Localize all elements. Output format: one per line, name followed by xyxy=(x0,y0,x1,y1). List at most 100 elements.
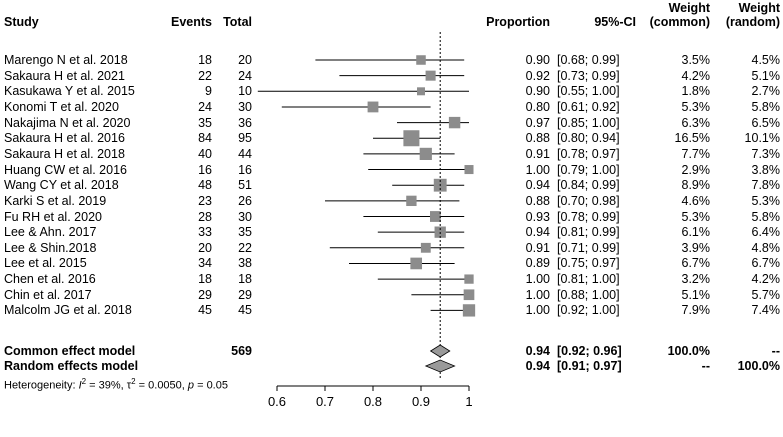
study-total: 20 xyxy=(238,53,252,67)
weight-box xyxy=(410,257,423,270)
summary-diamond-common xyxy=(429,344,451,358)
header-events: Events xyxy=(171,15,212,29)
weight-box xyxy=(419,147,432,160)
study-proportion: 1.00 xyxy=(525,303,550,318)
study-name: Huang CW et al. 2016 xyxy=(4,162,127,177)
study-weight-common: 8.9% xyxy=(681,178,711,193)
study-name: Konomi T et al. 2020 xyxy=(4,99,119,114)
study-name: Fu RH et al. 2020 xyxy=(4,209,102,224)
weight-box xyxy=(448,116,461,129)
p-value: = 0.05 xyxy=(194,379,228,392)
study-ci: [0.81; 1.00] xyxy=(557,272,620,287)
study-ci: [0.79; 1.00] xyxy=(557,162,620,177)
x-tick-label: 0.9 xyxy=(412,394,430,409)
study-total: 24 xyxy=(238,68,252,83)
study-weight-random: 5.8% xyxy=(751,99,781,114)
common-proportion: 0.94 xyxy=(525,344,550,358)
study-weight-random: 6.5% xyxy=(751,115,781,130)
study-ci: [0.71; 0.99] xyxy=(557,240,620,255)
random-model-label: Random effects model xyxy=(4,359,139,373)
study-total: 30 xyxy=(238,209,252,224)
study-weight-common: 5.1% xyxy=(681,287,711,302)
study-weight-random: 7.3% xyxy=(751,146,781,161)
study-proportion: 0.94 xyxy=(525,178,550,193)
study-ci: [0.85; 1.00] xyxy=(557,115,620,130)
p-symbol: p xyxy=(187,379,195,392)
study-name: Nakajima N et al. 2020 xyxy=(4,115,131,130)
weight-box xyxy=(406,195,417,207)
study-proportion: 0.92 xyxy=(525,68,550,83)
study-name: Chin et al. 2017 xyxy=(4,287,92,302)
study-name: Wang CY et al. 2018 xyxy=(4,178,119,193)
study-ci: [0.84; 0.99] xyxy=(557,178,620,193)
study-weight-common: 3.9% xyxy=(681,240,711,255)
common-weight-random: -- xyxy=(771,344,780,358)
x-tick-label: 0.8 xyxy=(364,394,382,409)
weight-box xyxy=(464,274,474,284)
study-weight-common: 1.8% xyxy=(681,84,711,99)
study-events: 23 xyxy=(198,193,212,208)
header-ci: 95%-CI xyxy=(594,15,636,29)
study-name: Lee & Shin.2018 xyxy=(4,240,97,255)
study-total: 10 xyxy=(238,84,252,99)
header-weight-random-1: Weight xyxy=(738,1,780,15)
study-total: 51 xyxy=(238,178,252,193)
weight-box xyxy=(464,165,474,175)
weight-box xyxy=(420,242,431,253)
study-proportion: 0.91 xyxy=(525,240,550,255)
common-model-label: Common effect model xyxy=(4,344,136,358)
weight-box xyxy=(425,70,436,81)
study-events: 48 xyxy=(198,178,212,193)
header-weight-common-1: Weight xyxy=(668,1,710,15)
study-name: Chen et al. 2016 xyxy=(4,272,96,287)
random-proportion: 0.94 xyxy=(525,359,550,373)
x-tick-label: 0.6 xyxy=(268,394,286,409)
study-total: 45 xyxy=(238,303,252,318)
study-weight-random: 6.7% xyxy=(751,256,781,271)
study-weight-random: 5.8% xyxy=(751,209,781,224)
study-name: Malcolm JG et al. 2018 xyxy=(4,303,132,318)
study-ci: [0.61; 0.92] xyxy=(557,99,620,114)
weight-box xyxy=(416,55,426,65)
study-events: 84 xyxy=(198,131,212,146)
study-name: Karki S et al. 2019 xyxy=(4,193,107,208)
study-weight-common: 4.2% xyxy=(681,68,711,83)
study-weight-random: 6.4% xyxy=(751,225,781,240)
study-total: 44 xyxy=(238,146,252,161)
weight-box xyxy=(403,130,420,147)
study-weight-common: 6.3% xyxy=(681,115,711,130)
header-weight-random-2: (random) xyxy=(725,15,780,29)
study-weight-random: 5.7% xyxy=(751,287,781,302)
header-weight-common-2: (common) xyxy=(649,15,710,29)
weight-box xyxy=(417,87,425,96)
study-weight-common: 6.1% xyxy=(681,225,711,240)
study-weight-random: 5.1% xyxy=(751,68,781,83)
study-name: Sakaura H et al. 2018 xyxy=(4,146,125,161)
x-tick-label: 0.7 xyxy=(316,394,334,409)
x-tick-label: 1 xyxy=(465,394,472,409)
study-total: 26 xyxy=(238,193,252,208)
study-weight-random: 4.2% xyxy=(751,272,781,287)
study-weight-common: 5.3% xyxy=(681,99,711,114)
study-ci: [0.88; 1.00] xyxy=(557,287,620,302)
study-proportion: 0.94 xyxy=(525,225,550,240)
common-weight-common: 100.0% xyxy=(667,344,710,358)
study-events: 35 xyxy=(198,115,212,130)
random-weight-random: 100.0% xyxy=(737,359,780,373)
study-events: 20 xyxy=(198,240,212,255)
study-proportion: 0.91 xyxy=(525,146,550,161)
study-proportion: 0.88 xyxy=(525,193,550,208)
study-weight-common: 7.9% xyxy=(681,303,711,318)
study-total: 36 xyxy=(238,115,252,130)
study-total: 22 xyxy=(238,240,252,255)
study-weight-common: 7.7% xyxy=(681,146,711,161)
common-total: 569 xyxy=(231,344,252,358)
study-weight-random: 3.8% xyxy=(751,162,781,177)
weight-box xyxy=(462,304,476,317)
study-ci: [0.70; 0.98] xyxy=(557,193,620,208)
study-weight-common: 5.3% xyxy=(681,209,711,224)
study-total: 35 xyxy=(238,225,252,240)
random-ci: [0.91; 0.97] xyxy=(557,359,622,373)
study-proportion: 0.90 xyxy=(525,84,550,99)
